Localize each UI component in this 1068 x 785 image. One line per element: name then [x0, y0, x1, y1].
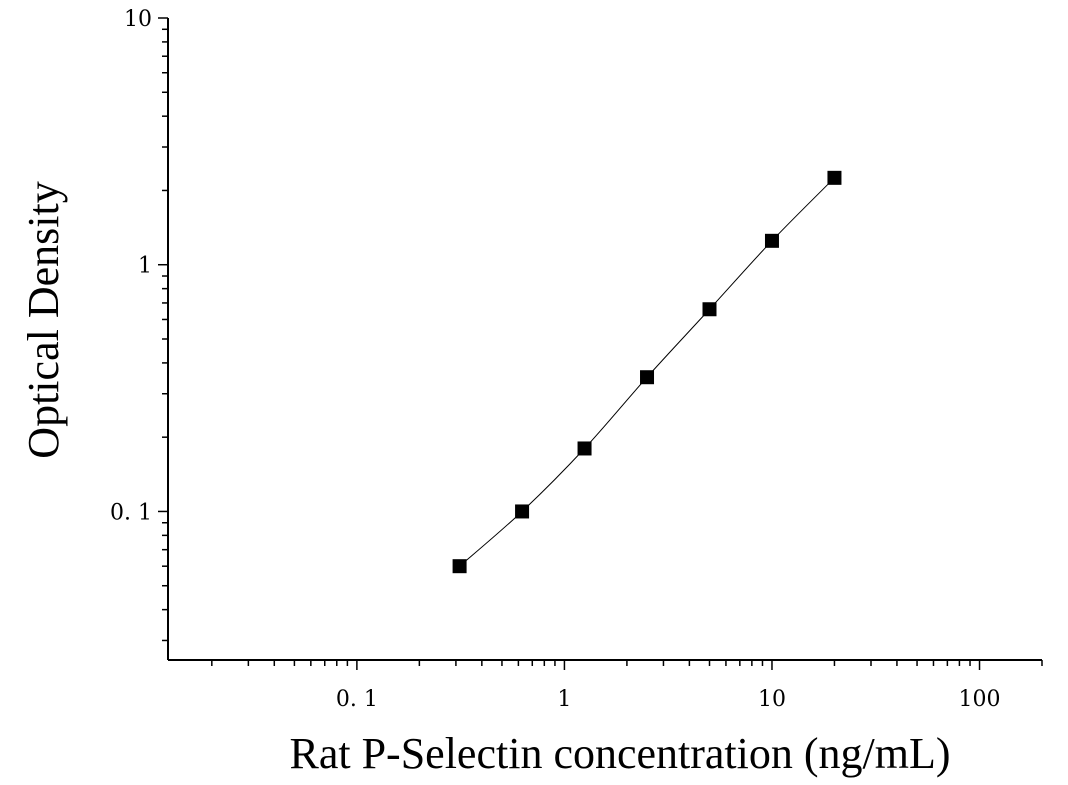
- axes: [167, 18, 1042, 661]
- y-tick-label: 10: [124, 7, 152, 32]
- data-point: [577, 441, 592, 456]
- tick-labels: 0. 1 1 10 100 0. 1 1 10: [110, 7, 1001, 712]
- ticks: [158, 17, 1043, 670]
- x-tick-label: 1: [557, 687, 571, 712]
- data-point: [827, 170, 842, 185]
- y-axis-title: Optical Density: [19, 181, 68, 458]
- data-point: [515, 504, 530, 519]
- data-point: [702, 302, 717, 317]
- x-tick-label: 10: [758, 687, 786, 712]
- x-tick-label: 100: [959, 687, 1001, 712]
- data-point: [452, 559, 467, 574]
- y-tick-label: 1: [138, 254, 152, 279]
- x-axis-title: Rat P-Selectin concentration (ng/mL): [289, 729, 950, 778]
- data-point: [764, 233, 779, 248]
- data-point: [640, 370, 655, 385]
- data-series: [452, 170, 842, 574]
- x-tick-label: 0. 1: [336, 687, 378, 712]
- y-tick-label: 0. 1: [110, 500, 152, 525]
